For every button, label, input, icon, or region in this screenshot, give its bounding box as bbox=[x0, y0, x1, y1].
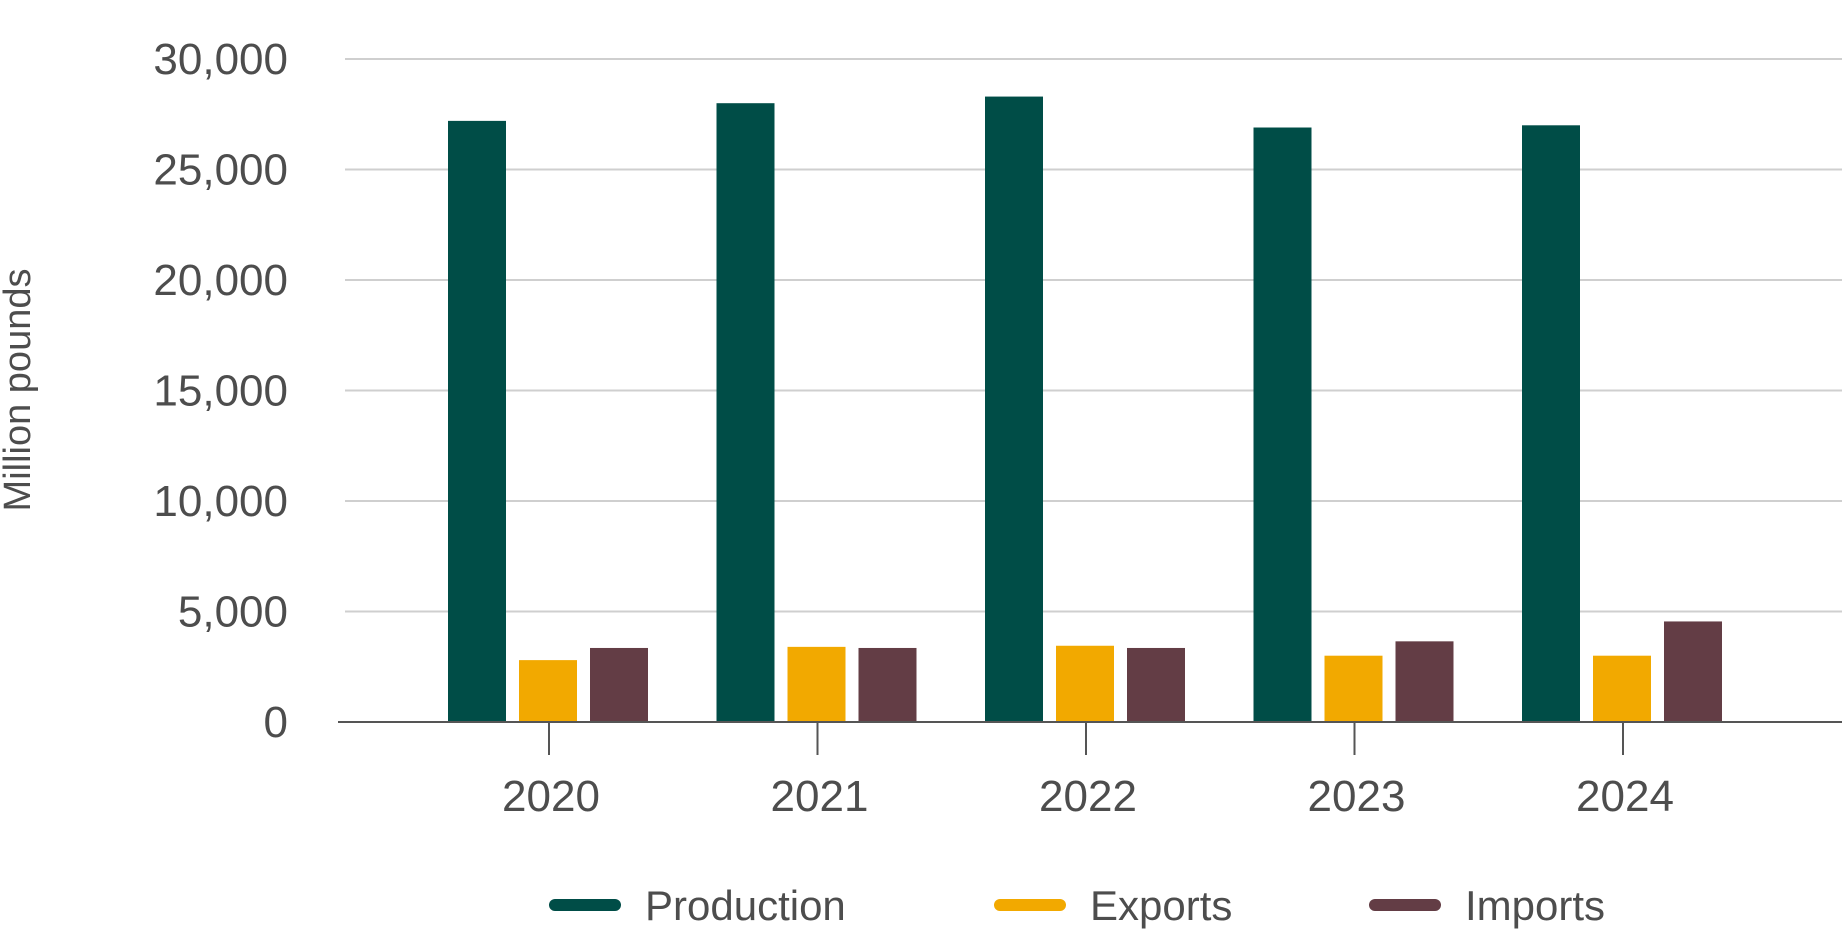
bar-exports-2021 bbox=[787, 646, 846, 722]
bar-exports-2024 bbox=[1593, 655, 1651, 722]
x-tick-label: 2020 bbox=[502, 772, 600, 821]
bar-production-2024 bbox=[1522, 125, 1580, 723]
bar-exports-2020 bbox=[519, 660, 577, 722]
bar-exports-2022 bbox=[1056, 645, 1114, 722]
bar-imports-2022 bbox=[1127, 647, 1185, 722]
bar-imports-2020 bbox=[590, 647, 648, 722]
legend-label-exports: Exports bbox=[1090, 882, 1232, 929]
bar-imports-2024 bbox=[1664, 621, 1722, 722]
y-tick-label: 0 bbox=[264, 698, 288, 747]
x-tick-label: 2022 bbox=[1039, 772, 1137, 821]
legend-swatch-imports bbox=[1369, 899, 1441, 911]
bar-production-2022 bbox=[985, 96, 1043, 722]
legend-label-imports: Imports bbox=[1465, 882, 1605, 929]
bar-imports-2023 bbox=[1395, 641, 1454, 722]
y-tick-label: 20,000 bbox=[153, 256, 288, 305]
y-axis-tick-labels: 0 5,000 10,000 15,000 20,000 25,000 30,000 bbox=[153, 35, 288, 747]
legend-swatch-production bbox=[549, 899, 621, 911]
gridlines bbox=[345, 58, 1842, 613]
y-tick-label: 30,000 bbox=[153, 35, 288, 84]
y-tick-label: 15,000 bbox=[153, 367, 288, 416]
legend: Production Exports Imports bbox=[549, 882, 1605, 929]
y-tick-label: 10,000 bbox=[153, 477, 288, 526]
bar-production-2021 bbox=[716, 103, 775, 722]
y-axis-title: Million pounds bbox=[0, 269, 39, 512]
bar-imports-2021 bbox=[858, 647, 917, 722]
legend-label-production: Production bbox=[645, 882, 846, 929]
x-tick-label: 2024 bbox=[1576, 772, 1674, 821]
x-tick-label: 2021 bbox=[771, 772, 869, 821]
x-tick-label: 2023 bbox=[1308, 772, 1406, 821]
x-axis-ticks: 2020 2021 2022 2023 2024 bbox=[502, 722, 1674, 821]
y-tick-label: 25,000 bbox=[153, 146, 288, 195]
bars bbox=[448, 96, 1722, 723]
bar-production-2023 bbox=[1253, 127, 1312, 722]
bar-production-2020 bbox=[448, 120, 506, 722]
legend-swatch-exports bbox=[994, 899, 1066, 911]
y-tick-label: 5,000 bbox=[178, 588, 288, 637]
bar-exports-2023 bbox=[1324, 655, 1383, 722]
